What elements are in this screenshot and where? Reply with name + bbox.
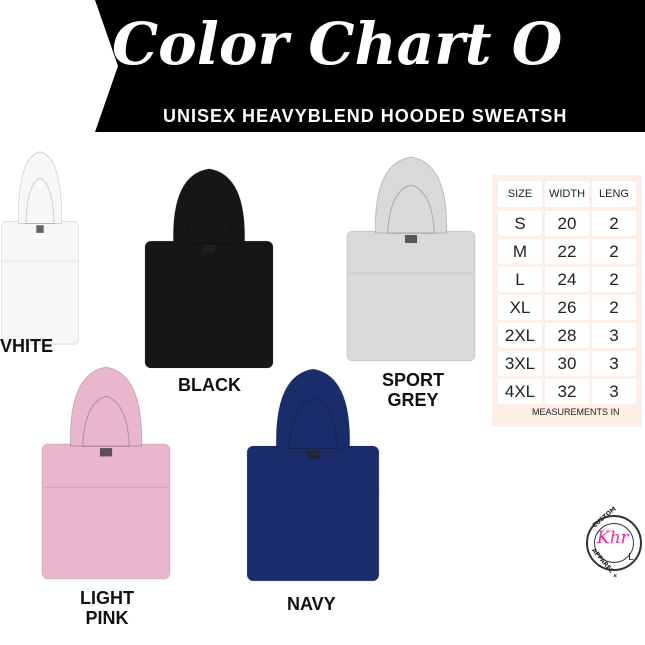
table-cell: 2 — [592, 295, 636, 320]
hoodie-sport-grey — [345, 153, 477, 363]
table-cell: 32 — [545, 379, 589, 404]
color-label-sport-grey: SPORT GREY — [382, 370, 444, 410]
brand-logo — [586, 515, 642, 571]
logo-inner-ring — [594, 523, 634, 563]
table-header: WIDTH — [545, 181, 589, 207]
color-label-black: BLACK — [178, 375, 241, 395]
page-title: Color Chart O — [112, 10, 563, 78]
table-cell: 2 — [592, 211, 636, 236]
color-label-navy: NAVY — [287, 594, 336, 614]
table-cell: 3 — [592, 379, 636, 404]
table-cell: M — [498, 239, 542, 264]
table-cell: 2 — [592, 239, 636, 264]
table-cell: 26 — [545, 295, 589, 320]
page-subtitle: UNISEX HEAVYBLEND HOODED SWEATSH — [163, 106, 568, 126]
table-cell: 3 — [592, 323, 636, 348]
table-cell: XL — [498, 295, 542, 320]
table-cell: S — [498, 211, 542, 236]
hoodie-black — [143, 165, 275, 370]
table-cell: 2XL — [498, 323, 542, 348]
size-table: MEASUREMENTS IN SIZE WIDTH LENG S 20 2 M 22 2 L 24… — [492, 175, 642, 427]
table-cell: 2 — [592, 267, 636, 292]
hoodie-light-pink — [40, 363, 172, 581]
table-header: SIZE — [498, 181, 542, 207]
header-banner — [95, 0, 645, 132]
table-footnote: MEASUREMENTS IN — [532, 407, 620, 417]
label-line: GREY — [387, 390, 439, 410]
table-cell: 24 — [545, 267, 589, 292]
table-cell: 3XL — [498, 351, 542, 376]
label-line: SPORT — [382, 370, 445, 390]
label-line: LIGHT — [80, 588, 134, 608]
table-cell: 3 — [592, 351, 636, 376]
table-cell: 22 — [545, 239, 589, 264]
logo-script: Khr — [597, 528, 629, 548]
table-cell: 20 — [545, 211, 589, 236]
color-label-white: VHITE — [0, 336, 54, 356]
table-cell: 4XL — [498, 379, 542, 404]
color-label-light-pink: LIGHT PINK — [80, 588, 134, 628]
table-cell: 30 — [545, 351, 589, 376]
hoodie-navy — [245, 365, 381, 583]
hoodie-white — [0, 148, 80, 346]
table-header: LENG — [592, 181, 636, 207]
table-cell: 28 — [545, 323, 589, 348]
table-cell: L — [498, 267, 542, 292]
logo-sub: L — [628, 552, 634, 563]
label-line: PINK — [85, 608, 129, 628]
